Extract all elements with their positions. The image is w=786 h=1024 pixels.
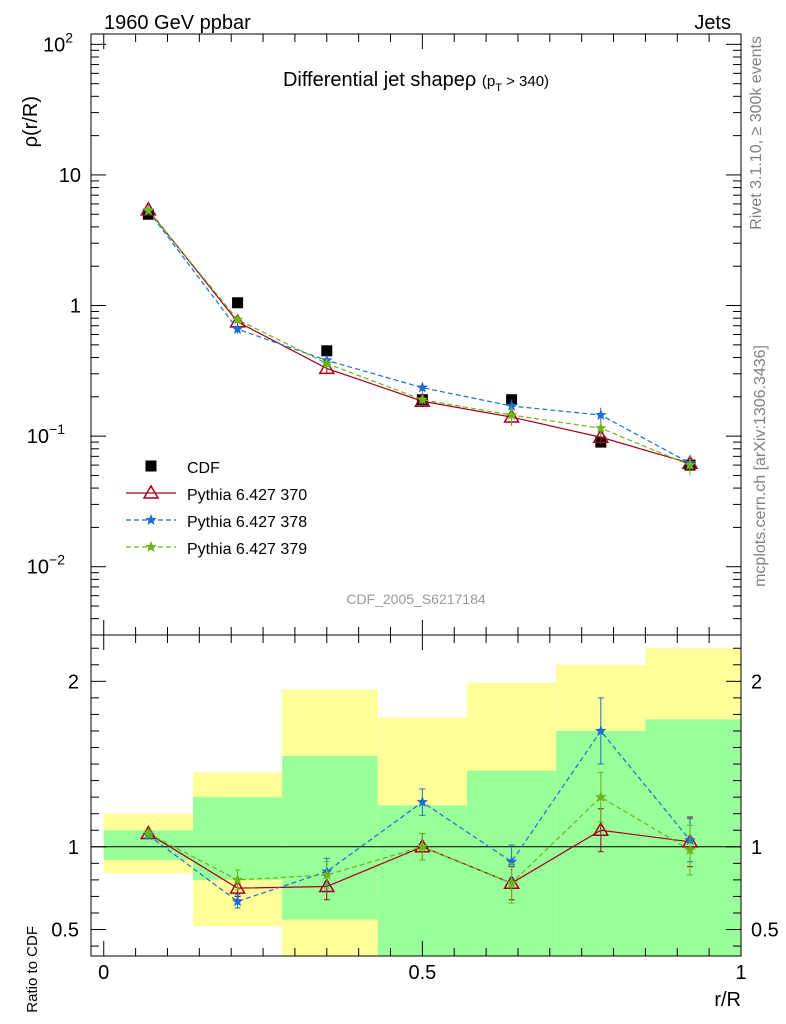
ratio-axis-ticks: 0.5 0.51 12 20 0.5 1 [51, 635, 779, 984]
legend: CDF Pythia 6.427 370 Pythia 6.427 378 Pythi… [126, 460, 307, 558]
analysis-id-label: CDF_2005_S6217184 [346, 591, 486, 607]
legend-marker [145, 514, 157, 525]
header-right: Jets [694, 12, 731, 34]
uncertainty-band-green [192, 797, 283, 880]
title-main: Differential jet shapeρ [283, 69, 476, 91]
data-point [416, 381, 429, 393]
main-chart-title: Differential jet shapeρ (pT > 340) [283, 69, 549, 94]
ratio-data-point [595, 791, 607, 803]
ratio-y-tick-label: 2 [68, 671, 79, 693]
data-point [231, 323, 244, 334]
x-tick-label: 1 [735, 962, 746, 984]
ratio-y-tick-label: 1 [68, 837, 79, 859]
main-y-tick-label: 10−2 [27, 552, 65, 579]
main-y-tick-label: 102 [43, 29, 73, 56]
title-pt: (p [482, 73, 495, 90]
ratio-data-point [229, 879, 246, 894]
ratio-data-point [142, 827, 155, 839]
series-0 [142, 208, 696, 471]
data-point [321, 357, 333, 369]
data-point [595, 422, 607, 434]
data-point [231, 313, 244, 325]
ratio-data-point [416, 796, 429, 807]
series-1 [140, 201, 699, 472]
legend-marker [142, 484, 160, 499]
data-point [232, 297, 244, 309]
main-axis-ticks: 10−2 10−1 1 10 102 [27, 29, 742, 635]
x-axis-label: r/R [714, 989, 741, 1011]
header-left: 1960 GeV ppbar [104, 12, 251, 34]
ratio-data-point [592, 821, 610, 836]
data-point [318, 359, 336, 375]
data-point [321, 345, 333, 357]
ratio-data-point [321, 868, 333, 880]
ratio-data-point [416, 840, 429, 852]
ratio-y-tick-label-right: 1 [751, 837, 762, 859]
series-3 [142, 204, 696, 476]
main-y-tick-label: 10−1 [27, 421, 65, 448]
ratio-y-tick-label: 0.5 [51, 920, 79, 942]
data-point [595, 409, 607, 420]
ratio-y-tick-label-right: 0.5 [751, 920, 779, 942]
main-y-axis-label: ρ(r/R) [20, 96, 42, 147]
ratio-data-point [231, 873, 244, 885]
series-line [147, 210, 691, 464]
x-tick-label: 0 [98, 962, 109, 984]
legend-label: CDF [187, 460, 220, 477]
legend-label: Pythia 6.427 370 [187, 487, 307, 504]
data-point [592, 428, 610, 444]
ratio-y-tick-label-right: 2 [751, 671, 762, 693]
ratio-plot-frame [90, 634, 742, 957]
series-line [147, 209, 691, 464]
data-point [416, 393, 429, 405]
ratio-bands [91, 648, 741, 956]
ratio-data-point [318, 878, 336, 893]
ratio-y-axis-label: Ratio to CDF [24, 926, 41, 1013]
series-line [147, 210, 691, 466]
title-cut: > 340) [502, 73, 549, 90]
data-point [505, 409, 518, 420]
ratio-data-point [684, 844, 696, 855]
mcplots-label: mcplots.cern.ch [arXiv:1306.3436] [752, 345, 769, 587]
main-y-tick-label: 10 [59, 165, 81, 187]
rivet-label: Rivet 3.1.10, ≥ 300k events [748, 36, 765, 230]
ratio-series-layer [140, 697, 699, 909]
data-point [684, 459, 696, 470]
uncertainty-band-green [377, 805, 467, 956]
legend-marker [145, 541, 157, 552]
x-tick-label: 0.5 [408, 962, 436, 984]
legend-label: Pythia 6.427 379 [187, 541, 307, 558]
data-point [505, 400, 518, 411]
ratio-data-point [595, 724, 607, 736]
ratio-data-point [505, 877, 518, 889]
legend-label: Pythia 6.427 378 [187, 514, 307, 531]
main-series-layer [140, 201, 699, 476]
ratio-series-2 [142, 771, 696, 904]
ratio-data-point [231, 895, 244, 907]
uncertainty-band-green [282, 755, 378, 920]
title-pt-sub: T [495, 82, 502, 94]
ratio-data-point [505, 855, 518, 867]
data-point [142, 204, 155, 216]
legend-marker [145, 460, 157, 472]
main-y-tick-label: 1 [70, 296, 81, 318]
